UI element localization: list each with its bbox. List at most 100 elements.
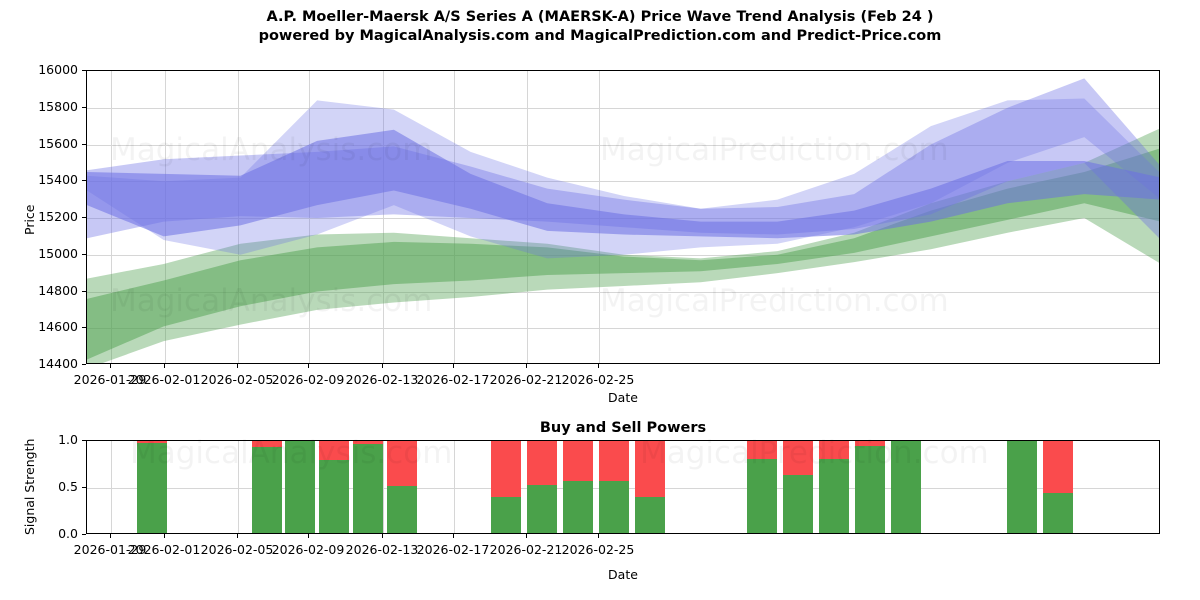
signal-ytick-mark [82, 440, 86, 442]
price-xtick-mark [110, 364, 112, 368]
signal-ytick-label: 0.5 [58, 479, 78, 494]
buy-power-segment [491, 497, 521, 533]
buy-power-segment [353, 443, 383, 533]
signal-ytick-label: 1.0 [58, 432, 78, 447]
sell-power-segment [747, 441, 777, 459]
price-ytick-label: 15000 [38, 245, 78, 261]
price-xtick-mark [164, 364, 166, 368]
signal-xtick-label: 2026-02-25 [561, 542, 635, 557]
signal-bar[interactable] [891, 441, 921, 533]
price-xtick-mark [526, 364, 528, 368]
price-ytick-label: 15800 [38, 98, 78, 114]
price-xtick-mark [453, 364, 455, 368]
chart-title-line-1: A.P. Moeller-Maersk A/S Series A (MAERSK… [266, 9, 934, 25]
price-xtick-label: 2026-02-05 [200, 372, 274, 387]
price-wave-chart-plot-area [86, 70, 1160, 364]
price-band-blue-band-3 [87, 129, 1159, 239]
signal-bar[interactable] [527, 441, 557, 533]
price-gridline-horizontal [87, 254, 1159, 256]
buy-power-segment [137, 442, 167, 533]
buy-power-segment [1043, 492, 1073, 533]
signal-bar[interactable] [1043, 441, 1073, 533]
signal-xtick-label: 2026-02-21 [489, 542, 563, 557]
signal-xtick-label: 2026-02-13 [345, 542, 419, 557]
buy-power-segment [819, 458, 849, 533]
buy-power-segment [747, 458, 777, 533]
price-xtick-label: 2026-02-21 [489, 372, 563, 387]
signal-bar[interactable] [783, 441, 813, 533]
signal-bar[interactable] [319, 441, 349, 533]
signal-bar[interactable] [285, 441, 315, 533]
buy-power-segment [563, 481, 593, 533]
signal-bar[interactable] [137, 441, 167, 533]
buy-power-segment [1007, 441, 1037, 533]
sell-power-segment [855, 441, 885, 446]
price-xtick-label: 2026-02-09 [271, 372, 345, 387]
buy-power-segment [252, 446, 282, 533]
chart-title-block: A.P. Moeller-Maersk A/S Series A (MAERSK… [0, 8, 1200, 46]
price-ytick-mark [82, 217, 86, 219]
signal-bar[interactable] [252, 441, 282, 533]
signal-ytick-mark [82, 534, 86, 536]
signal-xtick-mark [110, 534, 112, 538]
sell-power-segment [819, 441, 849, 459]
signal-xtick-label: 2026-02-17 [416, 542, 490, 557]
price-ytick-label: 14400 [38, 356, 78, 371]
price-ytick-label: 15200 [38, 209, 78, 224]
signal-bar[interactable] [599, 441, 629, 533]
signal-gridline-vertical [383, 441, 384, 533]
price-band-green-band-2 [87, 148, 1159, 360]
price-gridline-horizontal [87, 107, 1159, 109]
buy-power-segment [599, 481, 629, 533]
price-gridline-vertical [309, 71, 310, 363]
signal-bar[interactable] [1007, 441, 1037, 533]
price-band-layer [87, 78, 1159, 363]
price-xtick-mark [598, 364, 600, 368]
sell-power-segment [491, 441, 521, 498]
signal-gridline-vertical [111, 441, 112, 533]
signal-bar[interactable] [563, 441, 593, 533]
signal-xtick-mark [598, 534, 600, 538]
price-axis-label: Price [22, 204, 37, 236]
sell-power-segment [252, 441, 282, 447]
price-xtick-label: 2026-02-25 [561, 372, 635, 387]
price-ytick-label: 15400 [38, 172, 78, 188]
buy-power-segment [891, 441, 921, 533]
signal-xtick-label: 2026-02-01 [127, 542, 201, 557]
price-gridline-horizontal [87, 144, 1159, 146]
price-gridline-horizontal [87, 291, 1159, 293]
signal-bar[interactable] [387, 441, 417, 533]
sell-power-segment [527, 441, 557, 486]
buy-power-segment [285, 441, 315, 533]
signal-bar[interactable] [635, 441, 665, 533]
price-xtick-mark [382, 364, 384, 368]
price-band-green-band-1 [87, 128, 1159, 363]
buy-power-segment [855, 445, 885, 533]
signal-bar[interactable] [747, 441, 777, 533]
price-ytick-mark [82, 290, 86, 292]
buy-power-segment [783, 474, 813, 533]
price-ytick-mark [82, 70, 86, 72]
price-ytick-label: 15600 [38, 135, 78, 151]
price-ytick-mark [82, 180, 86, 182]
sell-power-segment [353, 441, 383, 444]
price-ytick-mark [82, 253, 86, 255]
buy-power-segment [319, 459, 349, 533]
price-ytick-mark [82, 364, 86, 366]
signal-xtick-mark [382, 534, 384, 538]
price-xtick-label: 2026-01-29 [73, 372, 147, 387]
signal-bar[interactable] [819, 441, 849, 533]
price-gridline-horizontal [87, 181, 1159, 183]
signal-bar[interactable] [491, 441, 521, 533]
price-xtick-label: 2026-02-01 [127, 372, 201, 387]
signal-bar[interactable] [855, 441, 885, 533]
price-xtick-mark [308, 364, 310, 368]
sell-power-segment [319, 441, 349, 460]
signal-xtick-mark [164, 534, 166, 538]
buy-sell-chart-plot-area [86, 440, 1160, 534]
sell-power-segment [137, 441, 167, 443]
signal-xtick-label: 2026-02-05 [200, 542, 274, 557]
price-gridline-vertical [383, 71, 384, 363]
signal-xtick-label: 2026-02-09 [271, 542, 345, 557]
signal-bar[interactable] [353, 441, 383, 533]
